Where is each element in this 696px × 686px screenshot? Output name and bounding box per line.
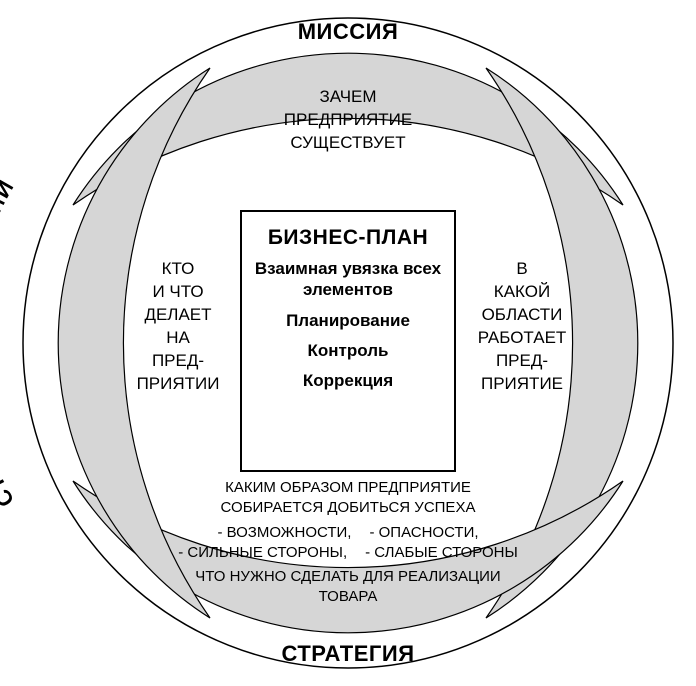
- diagram-stage: СТРАТЕГИЧЕСКАЯ КОНЦЕПЦИЯ ОРГАНИЗАЦИОННАЯ…: [0, 0, 696, 686]
- bottom-header: КАКИМ ОБРАЗОМ ПРЕДПРИЯТИЕ СОБИРАЕТСЯ ДОБ…: [178, 478, 518, 519]
- left-outer-title-line2: СТРУКТУРА ПРЕДПРИЯТИЙ: [0, 175, 19, 511]
- center-title: БИЗНЕС-ПЛАН: [252, 226, 444, 250]
- right-inner-text: В КАКОЙ ОБЛАСТИ РАБОТАЕТ ПРЕД- ПРИЯТИЕ: [462, 258, 582, 396]
- center-item-3: Коррекция: [252, 371, 444, 391]
- bottom-row2-left: - СИЛЬНЫЕ СТОРОНЫ,: [178, 543, 347, 563]
- top-inner-text: ЗАЧЕМ ПРЕДПРИЯТИЕ СУЩЕСТВУЕТ: [0, 86, 696, 155]
- bottom-footer: ЧТО НУЖНО СДЕЛАТЬ ДЛЯ РЕАЛИЗАЦИИ ТОВАРА: [178, 567, 518, 608]
- bottom-row1-right: - ОПАСНОСТИ,: [369, 523, 478, 543]
- left-inner-text: КТО И ЧТО ДЕЛАЕТ НА ПРЕД- ПРИЯТИИ: [118, 258, 238, 396]
- bottom-inner-block: КАКИМ ОБРАЗОМ ПРЕДПРИЯТИЕ СОБИРАЕТСЯ ДОБ…: [178, 478, 518, 608]
- top-outer-title: МИССИЯ: [0, 18, 696, 46]
- center-subtitle: Взаимная увязка всех элементов: [252, 258, 444, 301]
- bottom-row1-left: - ВОЗМОЖНОСТИ,: [217, 523, 351, 543]
- bottom-outer-title: СТРАТЕГИЯ: [0, 640, 696, 668]
- center-item-1: Планирование: [252, 311, 444, 331]
- center-item-2: Контроль: [252, 341, 444, 361]
- bottom-row2-right: - СЛАБЫЕ СТОРОНЫ: [365, 543, 518, 563]
- center-box: БИЗНЕС-ПЛАН Взаимная увязка всех элемент…: [240, 210, 456, 472]
